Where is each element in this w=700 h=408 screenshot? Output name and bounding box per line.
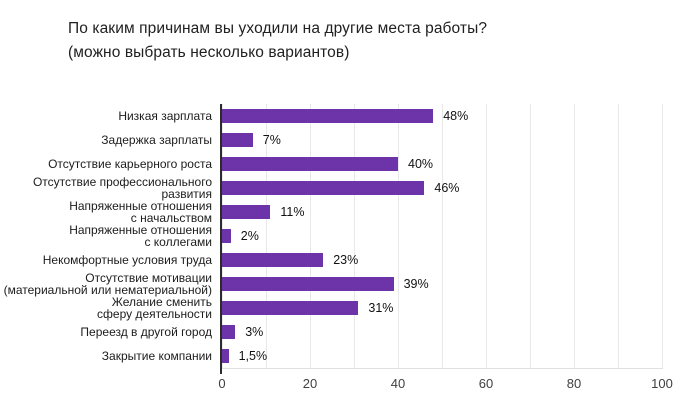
bar xyxy=(222,277,394,291)
x-axis-tick-label: 20 xyxy=(302,376,318,391)
bar xyxy=(222,349,229,363)
bar-track: 40% xyxy=(222,152,662,176)
x-axis-tick-label: 100 xyxy=(651,376,673,391)
value-label: 11% xyxy=(280,205,305,219)
category-label: Переезд в другой город xyxy=(80,324,212,339)
bar-chart: Низкая зарплата 48% Задержка зарплаты 7% Отс… xyxy=(0,104,700,404)
bar-track: 48% xyxy=(222,104,662,128)
category-label: Отсутствие мотивации (материальной или не… xyxy=(3,270,212,297)
category-label: Задержка зарплаты xyxy=(101,132,212,147)
table-row: Желание сменить сферу деятельности 31% xyxy=(0,294,700,321)
value-label: 7% xyxy=(262,133,281,147)
bar-track: 23% xyxy=(222,248,662,272)
table-row: Напряженные отношения с коллегами 2% xyxy=(0,222,700,249)
category-label: Напряженные отношения с начальством xyxy=(69,198,212,225)
bar-track: 3% xyxy=(222,320,662,344)
table-row: Задержка зарплаты 7% xyxy=(0,128,700,152)
category-label: Некомфортные условия труда xyxy=(42,252,212,267)
category-label: Желание сменить сферу деятельности xyxy=(97,294,212,321)
category-label: Напряженные отношения с коллегами xyxy=(69,222,212,249)
value-label: 3% xyxy=(245,325,264,339)
value-label: 40% xyxy=(408,157,434,171)
x-axis-tick-label: 0 xyxy=(218,376,226,391)
bar xyxy=(222,109,434,123)
value-label: 39% xyxy=(403,277,429,291)
table-row: Закрытие компании 1,5% xyxy=(0,344,700,368)
value-label: 31% xyxy=(368,301,394,315)
bar-track: 11% xyxy=(222,200,662,224)
table-row: Напряженные отношения с начальством 11% xyxy=(0,198,700,225)
chart-title: По каким причинам вы уходили на другие м… xyxy=(68,17,487,65)
x-axis-tick-label: 80 xyxy=(566,376,582,391)
bar xyxy=(222,229,231,243)
value-label: 46% xyxy=(434,181,460,195)
bar-track: 46% xyxy=(222,176,662,200)
bar xyxy=(222,181,425,195)
bar xyxy=(222,133,253,147)
table-row: Низкая зарплата 48% xyxy=(0,104,700,128)
bar-track: 7% xyxy=(222,128,662,152)
bar-rows: Низкая зарплата 48% Задержка зарплаты 7% Отс… xyxy=(0,104,700,368)
y-axis-line xyxy=(220,104,222,374)
bar xyxy=(222,325,236,339)
bar-track: 1,5% xyxy=(222,344,662,368)
table-row: Переезд в другой город 3% xyxy=(0,320,700,344)
bar-track: 2% xyxy=(222,224,662,248)
table-row: Отсутствие карьерного роста 40% xyxy=(0,152,700,176)
bar xyxy=(222,205,271,219)
category-label: Низкая зарплата xyxy=(118,108,212,123)
bar xyxy=(222,157,398,171)
x-axis: 0 20 40 60 80 100 xyxy=(218,372,672,392)
category-label: Отсутствие профессионального развития xyxy=(32,174,212,201)
table-row: Отсутствие профессионального развития 46% xyxy=(0,174,700,201)
x-axis-tick-label: 60 xyxy=(478,376,494,391)
bar xyxy=(222,253,324,267)
chart-title-line2: (можно выбрать несколько вариантов) xyxy=(68,44,350,61)
chart-title-line1: По каким причинам вы уходили на другие м… xyxy=(68,20,488,37)
bar-track: 39% xyxy=(222,272,662,296)
category-label: Закрытие компании xyxy=(101,348,212,363)
x-axis-tick-label: 40 xyxy=(390,376,406,391)
bar-track: 31% xyxy=(222,296,662,320)
value-label: 1,5% xyxy=(238,349,268,363)
gridlines xyxy=(222,104,663,369)
value-label: 23% xyxy=(333,253,359,267)
bar xyxy=(222,301,359,315)
table-row: Некомфортные условия труда 23% xyxy=(0,248,700,272)
category-label: Отсутствие карьерного роста xyxy=(48,156,212,171)
value-label: 2% xyxy=(240,229,259,243)
value-label: 48% xyxy=(443,109,469,123)
table-row: Отсутствие мотивации (материальной или не… xyxy=(0,270,700,297)
